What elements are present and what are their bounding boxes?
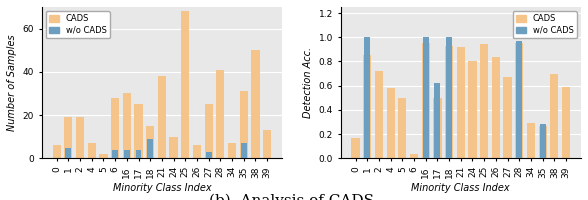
Bar [112,150,118,158]
Bar [240,91,248,158]
Bar [123,93,131,158]
Bar [52,145,61,158]
Bar [386,88,395,158]
Bar [158,76,166,158]
Bar [241,143,246,158]
Bar [398,98,406,158]
Bar [263,130,271,158]
Bar [205,104,213,158]
Bar [147,139,153,158]
Bar [503,77,512,158]
Bar [515,43,523,158]
Bar [193,145,201,158]
Bar [422,43,430,158]
Bar [375,71,383,158]
Bar [469,61,477,158]
Bar [433,98,442,158]
Bar [88,143,96,158]
Legend: CADS, w/o CADS: CADS, w/o CADS [513,11,577,38]
Bar [136,150,142,158]
Bar [99,154,108,158]
Bar [169,137,178,158]
Bar [445,46,453,158]
Bar [480,44,488,158]
Bar [251,50,259,158]
Bar [423,37,429,158]
Bar [516,41,522,158]
Bar [76,117,84,158]
Y-axis label: Number of Samples: Number of Samples [7,34,17,131]
Bar [181,11,189,158]
Bar [228,143,236,158]
X-axis label: Minority Class Index: Minority Class Index [112,183,211,193]
Bar [410,154,418,158]
Legend: CADS, w/o CADS: CADS, w/o CADS [46,11,110,38]
Bar [446,37,452,158]
Bar [64,117,72,158]
Bar [550,74,559,158]
Bar [540,124,546,158]
Bar [352,138,360,158]
Bar [562,87,570,158]
X-axis label: Minority Class Index: Minority Class Index [412,183,510,193]
Bar [363,55,372,158]
Bar [492,57,500,158]
Bar [435,83,440,158]
Bar [65,148,71,158]
Bar [365,37,370,158]
Bar [527,123,535,158]
Bar [111,98,119,158]
Text: (b)  Analysis of CADS.: (b) Analysis of CADS. [209,194,379,200]
Bar [206,152,212,158]
Bar [124,150,130,158]
Y-axis label: Detection Acc.: Detection Acc. [303,47,313,118]
Bar [216,70,225,158]
Bar [539,126,547,158]
Bar [135,104,143,158]
Bar [457,47,465,158]
Bar [146,126,154,158]
